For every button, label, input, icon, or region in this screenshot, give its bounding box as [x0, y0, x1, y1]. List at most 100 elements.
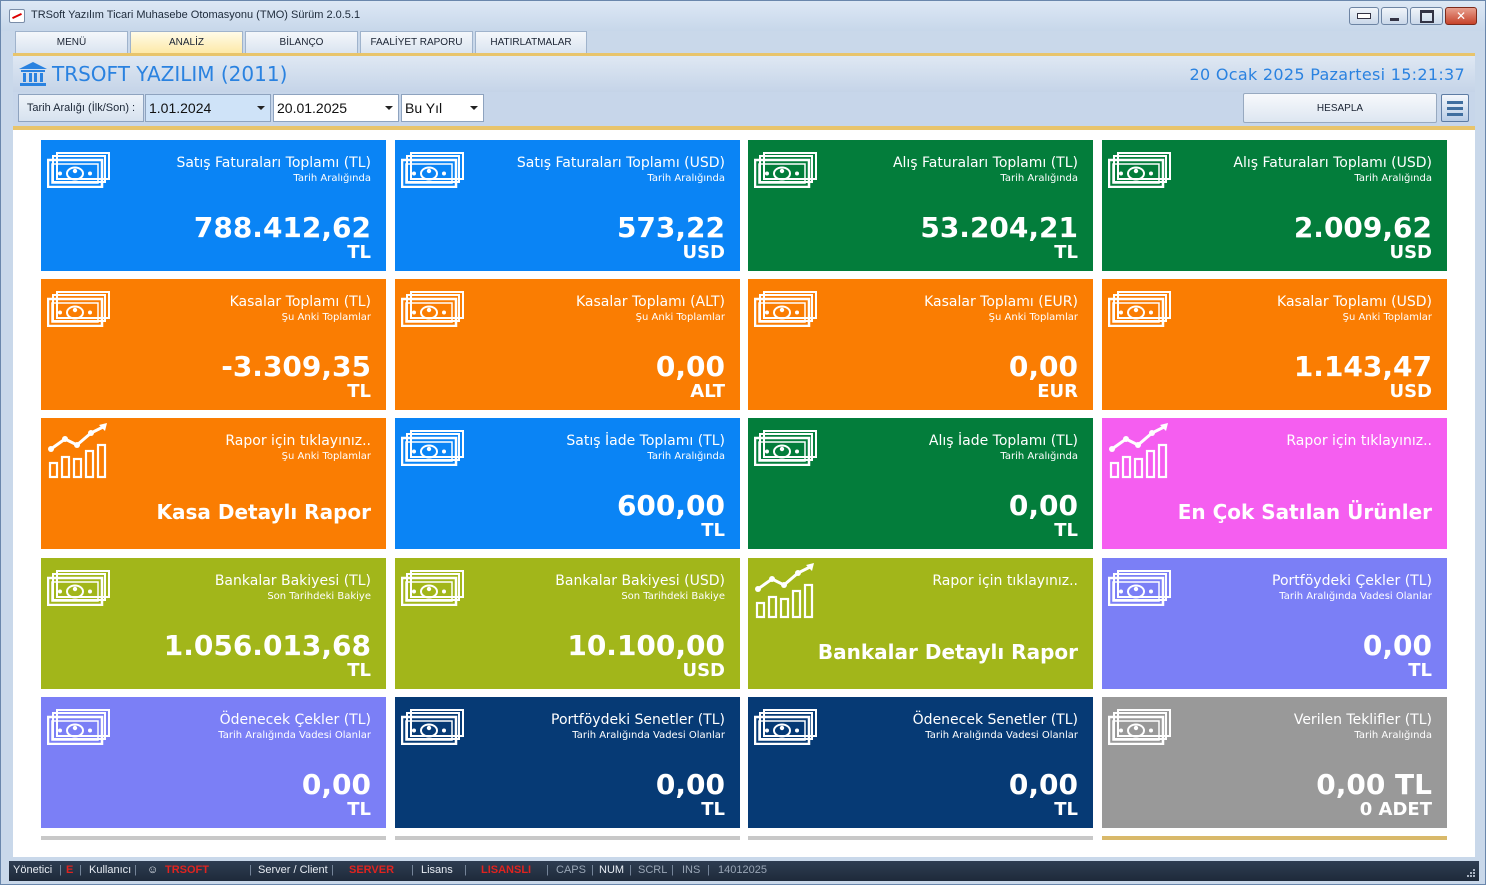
- tile-title: Kasalar Toplamı (ALT): [575, 294, 725, 310]
- money-icon: [753, 709, 818, 746]
- tile-value: 788.412,62: [193, 211, 371, 244]
- list-menu-button[interactable]: [1441, 94, 1469, 122]
- tile-title: Alış Faturaları Toplamı (USD): [1233, 155, 1432, 171]
- chart-icon: [754, 561, 818, 619]
- tile-unit: USD: [682, 242, 725, 263]
- tile-unit: USD: [1389, 381, 1432, 402]
- next-row-tile-edge: [1102, 836, 1447, 840]
- tab-faaliyet-raporu[interactable]: FAALİYET RAPORU: [360, 31, 473, 53]
- tile-unit: ALT: [690, 381, 725, 402]
- calculate-button[interactable]: HESAPLA: [1243, 93, 1437, 123]
- tile-value: 1.056.013,68: [163, 629, 371, 662]
- dashboard-tile[interactable]: Rapor için tıklayınız.. Şu Anki Toplamlar…: [41, 418, 386, 549]
- tab-analiz[interactable]: ANALİZ: [130, 31, 243, 53]
- tab-menu[interactable]: MENÜ: [15, 31, 128, 53]
- tile-unit: TL: [701, 799, 725, 820]
- tile-value: 0,00 TL: [1316, 768, 1432, 801]
- dashboard-tile[interactable]: Bankalar Bakiyesi (USD) Son Tarihdeki Bak…: [395, 558, 740, 689]
- filter-bar: Tarih Aralığı (İlk/Son) : 1.01.2024 20.0…: [13, 92, 1475, 126]
- restore-layout-button[interactable]: [1349, 7, 1379, 25]
- tile-value: -3.309,35: [221, 350, 371, 383]
- tile-subtitle: Şu Anki Toplamlar: [988, 312, 1078, 323]
- dashboard-tile[interactable]: Alış Faturaları Toplamı (USD) Tarih Aralı…: [1102, 140, 1447, 271]
- dashboard-tile[interactable]: Ödenecek Senetler (TL) Tarih Aralığında V…: [748, 697, 1093, 828]
- dashboard-tile[interactable]: Alış Faturaları Toplamı (TL) Tarih Aralığ…: [748, 140, 1093, 271]
- tile-title: Satış Faturaları Toplamı (TL): [176, 155, 371, 171]
- dashboard-tile[interactable]: Kasalar Toplamı (USD) Şu Anki Toplamlar 1.…: [1102, 279, 1447, 410]
- dashboard-tile[interactable]: Portföydeki Senetler (TL) Tarih Aralığınd…: [395, 697, 740, 828]
- period-select[interactable]: Bu Yıl: [401, 94, 484, 122]
- status-bar: Yönetici | E | Kullanıcı | ☺ TRSOFT | Se…: [9, 861, 1479, 881]
- tile-title: Verilen Teklifler (TL): [1293, 712, 1432, 728]
- status-brand: TRSOFT: [165, 864, 209, 876]
- money-icon: [400, 152, 465, 189]
- tile-report-label: Bankalar Detaylı Rapor: [817, 640, 1078, 664]
- status-num: NUM: [599, 864, 625, 876]
- money-icon: [753, 152, 818, 189]
- dashboard-tile[interactable]: Kasalar Toplamı (EUR) Şu Anki Toplamlar 0,…: [748, 279, 1093, 410]
- dashboard-tile[interactable]: Alış İade Toplamı (TL) Tarih Aralığında 0,…: [748, 418, 1093, 549]
- maximize-button[interactable]: [1410, 7, 1443, 25]
- tile-subtitle: Şu Anki Toplamlar: [635, 312, 725, 323]
- next-row-tile-edge: [395, 836, 740, 840]
- date-range-label: Tarih Aralığı (İlk/Son) :: [18, 94, 144, 122]
- dashboard-tile[interactable]: Rapor için tıklayınız.. Bankalar Detaylı …: [748, 558, 1093, 689]
- dashboard-tile[interactable]: Ödenecek Çekler (TL) Tarih Aralığında Vad…: [41, 697, 386, 828]
- tile-value: 0,00: [1008, 350, 1078, 383]
- chevron-down-icon: [385, 106, 393, 110]
- tile-title: Satış İade Toplamı (TL): [566, 433, 725, 449]
- users-icon: ☺: [147, 864, 159, 876]
- dashboard-tile[interactable]: Satış Faturaları Toplamı (TL) Tarih Aralı…: [41, 140, 386, 271]
- money-icon: [1107, 570, 1172, 607]
- app-icon[interactable]: [9, 9, 25, 23]
- tile-title: Rapor için tıklayınız..: [932, 573, 1078, 589]
- tab-bilanco[interactable]: BİLANÇO: [245, 31, 358, 53]
- dashboard-tile[interactable]: Bankalar Bakiyesi (TL) Son Tarihdeki Baki…: [41, 558, 386, 689]
- maximize-icon: [1411, 8, 1442, 24]
- tile-unit: TL: [1054, 520, 1078, 541]
- money-icon: [753, 291, 818, 328]
- status-build: 14012025: [718, 864, 767, 876]
- resize-grip-icon[interactable]: [1465, 867, 1475, 877]
- tile-subtitle: Tarih Aralığında: [647, 173, 725, 184]
- dashboard-tile[interactable]: Kasalar Toplamı (ALT) Şu Anki Toplamlar 0,…: [395, 279, 740, 410]
- money-icon: [1107, 291, 1172, 328]
- dashboard-tile[interactable]: Rapor için tıklayınız.. En Çok Satılan Ür…: [1102, 418, 1447, 549]
- close-button[interactable]: ✕: [1445, 7, 1477, 25]
- tile-title: Kasalar Toplamı (USD): [1277, 294, 1432, 310]
- dashboard-tile[interactable]: Satış Faturaları Toplamı (USD) Tarih Aral…: [395, 140, 740, 271]
- chevron-down-icon: [257, 106, 265, 110]
- tile-value: 10.100,00: [567, 629, 725, 662]
- status-mode-value: SERVER: [349, 864, 395, 876]
- tile-value: 0,00: [1008, 489, 1078, 522]
- tile-unit: TL: [347, 660, 371, 681]
- tile-subtitle: Tarih Aralığında: [293, 173, 371, 184]
- tile-subtitle: Şu Anki Toplamlar: [281, 312, 371, 323]
- minimize-icon: [1382, 8, 1407, 24]
- window-title: TRSoft Yazılım Ticari Muhasebe Otomasyon…: [31, 9, 361, 21]
- status-caps: CAPS: [556, 864, 586, 876]
- tile-value: 0,00: [655, 350, 725, 383]
- tile-unit: TL: [347, 799, 371, 820]
- money-icon: [400, 291, 465, 328]
- tile-value: 573,22: [616, 211, 725, 244]
- tile-title: Rapor için tıklayınız..: [225, 433, 371, 449]
- tile-unit: TL: [1054, 799, 1078, 820]
- tile-title: Alış Faturaları Toplamı (TL): [892, 155, 1078, 171]
- tab-hatirlatmalar[interactable]: HATIRLATMALAR: [475, 31, 587, 53]
- dashboard-tile[interactable]: Verilen Teklifler (TL) Tarih Aralığında 0,…: [1102, 697, 1447, 828]
- tile-title: Bankalar Bakiyesi (USD): [555, 573, 725, 589]
- list-icon: [1447, 101, 1463, 104]
- tile-unit: EUR: [1037, 381, 1078, 402]
- end-date-picker[interactable]: 20.01.2025: [273, 94, 399, 122]
- dashboard-tile[interactable]: Kasalar Toplamı (TL) Şu Anki Toplamlar -3.…: [41, 279, 386, 410]
- bank-icon: [19, 62, 47, 86]
- dashboard-tile[interactable]: Portföydeki Çekler (TL) Tarih Aralığında …: [1102, 558, 1447, 689]
- tile-report-label: Kasa Detaylı Rapor: [156, 500, 372, 524]
- start-date-picker[interactable]: 1.01.2024: [145, 94, 271, 122]
- dashboard-tile[interactable]: Satış İade Toplamı (TL) Tarih Aralığında 6…: [395, 418, 740, 549]
- minimize-button[interactable]: [1381, 7, 1408, 25]
- money-icon: [46, 709, 111, 746]
- tab-divider: [13, 53, 1475, 56]
